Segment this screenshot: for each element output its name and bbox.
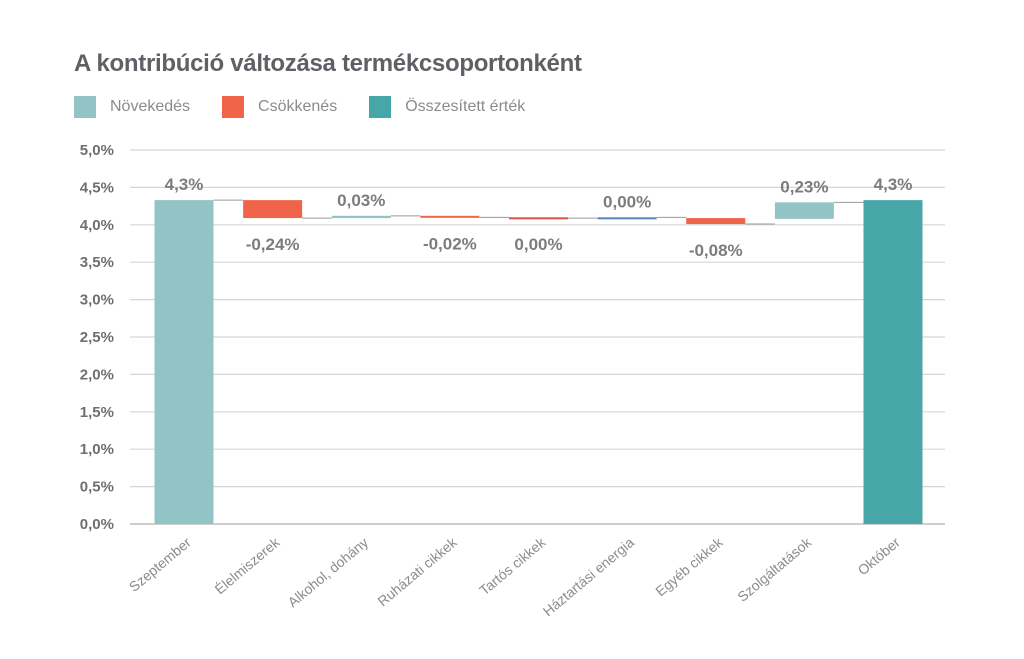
legend-label: Csökkenés: [258, 98, 338, 115]
x-tick-label: Ruházati cikkek: [374, 533, 460, 609]
data-label: -0,02%: [423, 234, 477, 253]
y-tick-label: 5,0%: [80, 142, 114, 159]
bar-ruházati-cikkek: [420, 215, 480, 218]
x-tick-label: Élelmiszerek: [211, 533, 283, 597]
data-label: 0,03%: [337, 191, 385, 210]
legend-item-increase: Növekedés: [74, 96, 190, 118]
x-tick-label: Háztartási energia: [540, 534, 637, 619]
y-tick-label: 3,0%: [80, 292, 114, 309]
legend-label: Összesített érték: [405, 98, 526, 115]
bar-tartós-cikkek: [509, 217, 568, 220]
y-tick-label: 4,5%: [80, 179, 114, 196]
x-tick-label: Szolgáltatások: [734, 533, 815, 604]
y-tick-label: 3,5%: [80, 254, 114, 271]
y-tick-label: 1,0%: [80, 441, 114, 458]
x-tick-label: Október: [854, 534, 903, 578]
legend-swatch-increase: [74, 96, 96, 118]
data-label: 4,3%: [165, 175, 204, 194]
chart-title: A kontribúció változása termékcsoportonk…: [74, 50, 582, 77]
y-tick-label: 2,5%: [80, 329, 114, 346]
bar-szolgáltatások: [774, 202, 834, 219]
bar-egyéb-cikkek: [686, 218, 746, 225]
bar-élelmiszerek: [243, 200, 303, 219]
legend-item-decrease: Csökkenés: [222, 96, 337, 118]
bar-szeptember: [154, 200, 214, 524]
data-label: 0,00%: [514, 235, 562, 254]
y-tick-label: 4,0%: [80, 217, 114, 234]
x-tick-label: Egyéb cikkek: [652, 533, 726, 599]
bar-háztartási-energia: [597, 217, 657, 220]
legend: Növekedés Csökkenés Összesített érték: [74, 96, 557, 118]
y-tick-label: 2,0%: [80, 366, 114, 383]
y-tick-label: 0,0%: [80, 516, 114, 533]
data-label: 0,23%: [780, 177, 828, 196]
y-tick-label: 1,5%: [80, 404, 114, 421]
bar-október: [863, 200, 923, 524]
x-tick-label: Szeptember: [126, 534, 194, 595]
y-tick-label: 0,5%: [80, 479, 114, 496]
data-label: 0,00%: [603, 192, 651, 211]
legend-label: Növekedés: [110, 98, 191, 115]
legend-swatch-total: [369, 96, 392, 118]
legend-swatch-decrease: [222, 96, 245, 118]
x-tick-label: Alkohol, dohány: [285, 534, 372, 610]
bar-alkohol-dohány: [331, 215, 391, 219]
data-label: 4,3%: [874, 175, 913, 194]
data-label: -0,08%: [689, 241, 743, 260]
legend-item-total: Összesített érték: [369, 96, 525, 118]
x-tick-label: Tartós cikkek: [476, 533, 549, 598]
data-label: -0,24%: [246, 235, 300, 254]
